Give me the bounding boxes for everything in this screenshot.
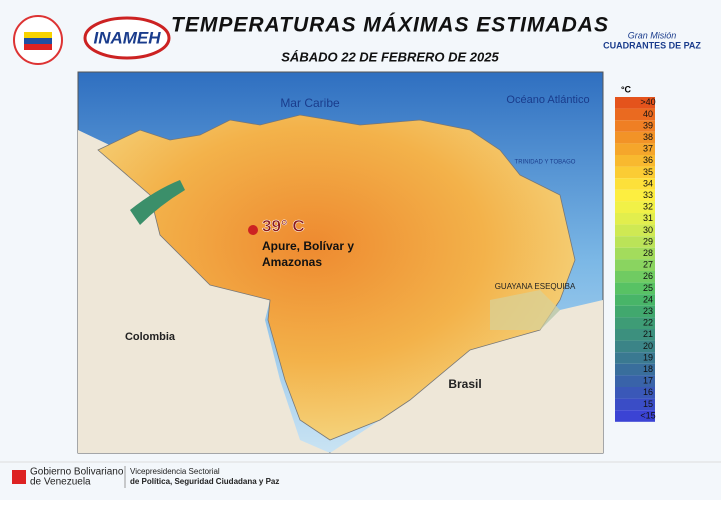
highlight-value: 39° C [262, 216, 305, 235]
legend-label: 40 [643, 109, 653, 119]
esequiba-label: GUAYANA ESEQUIBA [495, 282, 576, 291]
legend-swatch [615, 305, 655, 318]
legend-label: 33 [643, 190, 653, 200]
legend-label: 21 [643, 329, 653, 339]
flag-stripe [24, 44, 52, 50]
legend-label: 38 [643, 132, 653, 142]
legend-swatch [615, 317, 655, 329]
legend-label: 39 [643, 120, 653, 130]
title: TEMPERATURAS MÁXIMAS ESTIMADAS [171, 14, 609, 37]
legend-swatch [615, 294, 655, 306]
legend-label: 19 [643, 352, 653, 362]
mision-text: Gran Misión [628, 30, 677, 40]
legend-label: 31 [643, 213, 653, 223]
legend-swatch [615, 247, 655, 260]
legend-label: <15 [640, 410, 655, 420]
highlight-region: Apure, Bolívar y Amazonas [262, 239, 355, 269]
legend-swatch [615, 259, 655, 271]
trinidad-label: TRINIDAD Y TOBAGO [515, 160, 576, 166]
legend-label: 15 [643, 399, 653, 409]
legend-swatch [615, 340, 655, 353]
legend-label: 23 [643, 306, 653, 316]
mision-text: CUADRANTES DE PAZ [603, 40, 701, 50]
ocean-label: Océano Atlántico [506, 94, 589, 106]
legend-label: 22 [643, 318, 653, 328]
legend-label: 16 [643, 387, 653, 397]
legend-swatch [615, 108, 655, 121]
legend-swatch [615, 352, 655, 364]
venezuela-land [97, 114, 576, 441]
legend-label: 24 [643, 294, 653, 304]
andes-cool [130, 180, 185, 225]
legend-swatch [615, 329, 655, 341]
legend-swatch [615, 363, 655, 376]
legend-swatch [615, 387, 655, 399]
gov-text: de Venezuela [30, 477, 91, 488]
legend-label: 18 [643, 364, 653, 374]
legend-swatch [615, 398, 655, 411]
date: SÁBADO 22 DE FEBRERO DE 2025 [281, 49, 499, 64]
legend-label: 28 [643, 248, 653, 258]
legend-swatch [615, 166, 655, 179]
gov-text: Gobierno Bolivariano [30, 467, 124, 478]
legend-swatch [615, 189, 655, 202]
flag-stripe [24, 38, 52, 44]
legend-label: 37 [643, 144, 653, 154]
legend-swatch [615, 155, 655, 167]
inameh-logo [83, 16, 171, 60]
vp-text: Vicepresidencia Sectorial [130, 467, 220, 476]
legend-swatch [615, 282, 655, 295]
legend-swatch [615, 213, 655, 225]
legend-label: 35 [643, 167, 653, 177]
legend-swatch [615, 120, 655, 132]
inameh-text: INAMEH [93, 28, 161, 47]
legend-unit: °C [621, 84, 632, 94]
legend-swatch [615, 201, 655, 213]
legend-swatch [615, 143, 655, 155]
legend-label: 20 [643, 341, 653, 351]
legend-label: 27 [643, 260, 653, 270]
legend-swatch [615, 410, 655, 422]
brasil-land [330, 300, 603, 453]
legend-label: 32 [643, 202, 653, 212]
legend-swatch [615, 375, 655, 387]
vp-text: de Política, Seguridad Ciudadana y Paz [130, 477, 279, 486]
sea-label: Mar Caribe [280, 96, 340, 110]
flag-stripe [24, 32, 52, 38]
legend-swatch [615, 97, 655, 109]
thermometer-icon [248, 225, 258, 235]
legend-swatch [615, 236, 655, 248]
brasil-label: Brasil [448, 377, 481, 391]
gov-logo [12, 470, 26, 484]
legend-swatch [615, 178, 655, 190]
legend-label: 36 [643, 155, 653, 165]
legend-label: 26 [643, 271, 653, 281]
legend-label: 29 [643, 236, 653, 246]
legend-swatch [615, 131, 655, 144]
legend-label: 34 [643, 178, 653, 188]
esequiba-area [490, 290, 560, 330]
legend-label: >40 [640, 97, 655, 107]
colombia-label: Colombia [125, 331, 176, 343]
legend-swatch [615, 271, 655, 283]
legend-swatch [615, 224, 655, 237]
legend-label: 17 [643, 376, 653, 386]
legend-label: 25 [643, 283, 653, 293]
highlight-region-box: Apure, Bolívar y Amazonas [262, 239, 355, 269]
legend-label: 30 [643, 225, 653, 235]
